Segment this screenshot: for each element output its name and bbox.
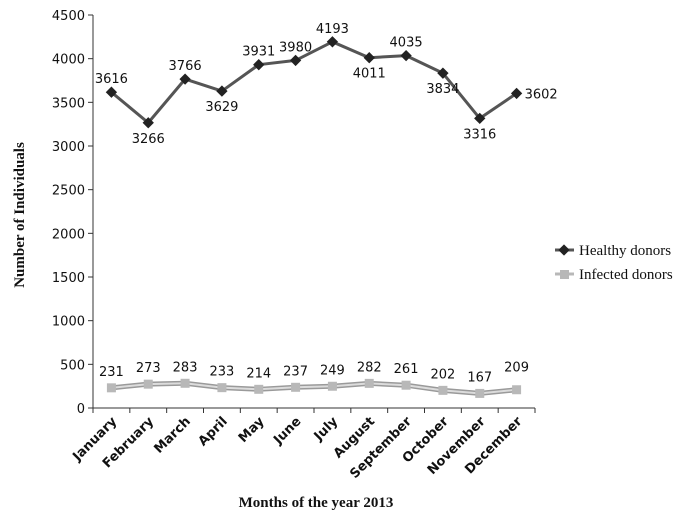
y-tick-label: 2500 — [52, 184, 85, 199]
series-line-infected-donors — [111, 382, 517, 395]
healthy-donors-data-label: 3316 — [463, 127, 496, 142]
y-axis: 0 500 1000 1500 2000 2500 3000 3500 4000 4500 — [52, 9, 94, 417]
legend-item-infected-donors: Infected donors — [555, 267, 673, 283]
infected-donors-point — [364, 378, 374, 388]
infected-donors-point — [512, 385, 522, 395]
y-tick-label: 2000 — [52, 227, 85, 242]
healthy-donors-point — [400, 49, 412, 62]
diamond-marker-icon — [558, 244, 570, 256]
healthy-donors-data-label: 4011 — [353, 67, 386, 82]
series-layer — [105, 36, 523, 398]
y-tick-label: 4000 — [52, 53, 85, 68]
healthy-donors-data-label: 3616 — [95, 72, 128, 87]
infected-donors-point — [475, 388, 485, 398]
healthy-donors-data-label: 3629 — [205, 100, 238, 115]
infected-donors-data-label: 231 — [99, 365, 124, 380]
infected-donors-data-label: 167 — [467, 370, 492, 385]
y-tick-label: 4500 — [52, 9, 85, 24]
infected-donors-point — [143, 379, 153, 389]
healthy-donors-point — [363, 52, 375, 64]
infected-donors-point — [106, 383, 116, 393]
infected-donors-point — [401, 380, 411, 390]
legend-label-healthy-donors: Healthy donors — [579, 243, 671, 259]
x-tick-label: May — [236, 414, 268, 446]
infected-donors-point — [180, 378, 190, 388]
infected-donors-data-label: 233 — [210, 365, 235, 380]
x-tick-label: July — [311, 414, 342, 445]
healthy-donors-data-label: 3931 — [242, 45, 275, 60]
infected-donors-data-label: 261 — [394, 362, 419, 377]
y-tick-label: 1500 — [52, 271, 85, 286]
healthy-donors-data-label: 3266 — [132, 132, 165, 147]
y-tick-label: 3000 — [52, 140, 85, 155]
infected-donors-data-label: 214 — [246, 366, 271, 381]
legend-label-infected-donors: Infected donors — [579, 267, 673, 283]
y-axis-title: Number of Individuals — [12, 142, 28, 288]
healthy-donors-point — [289, 54, 302, 67]
square-marker-icon — [560, 270, 569, 279]
healthy-donors-data-label: 3602 — [525, 87, 558, 102]
infected-donors-point — [438, 385, 448, 395]
y-tick-label: 500 — [60, 358, 85, 373]
data-labels-layer: 3616 3266 3766 3629 3931 3980 4193 4011 4035 3834… — [95, 22, 558, 386]
infected-donors-data-label: 282 — [357, 360, 382, 375]
infected-donors-data-label: 249 — [320, 363, 345, 378]
x-tick-label: April — [196, 414, 231, 449]
legend: Healthy donors Infected donors — [555, 243, 673, 283]
infected-donors-data-label: 273 — [136, 361, 161, 376]
healthy-donors-data-label: 4035 — [390, 36, 423, 51]
infected-donors-point — [217, 383, 227, 393]
x-axis-title: Months of the year 2013 — [239, 495, 394, 511]
infected-donors-data-label: 283 — [173, 360, 198, 375]
healthy-donors-data-label: 4193 — [316, 22, 349, 37]
x-tick-label: March — [151, 414, 193, 456]
legend-item-healthy-donors: Healthy donors — [555, 243, 671, 259]
infected-donors-data-label: 202 — [431, 367, 456, 382]
infected-donors-point — [254, 384, 264, 394]
y-tick-label: 1000 — [52, 315, 85, 330]
x-tick-label: June — [270, 414, 304, 448]
y-tick-label: 3500 — [52, 96, 85, 111]
series-line-healthy-donors — [110, 40, 518, 125]
y-tick-label: 0 — [77, 402, 85, 417]
healthy-donors-data-label: 3980 — [279, 40, 312, 55]
infected-donors-data-label: 237 — [283, 364, 308, 379]
infected-donors-data-label: 209 — [504, 361, 529, 376]
healthy-donors-point — [326, 36, 339, 48]
infected-donors-point — [327, 381, 337, 391]
healthy-donors-data-label: 3766 — [169, 59, 202, 74]
healthy-donors-data-label: 3834 — [426, 82, 459, 97]
infected-donors-point — [291, 382, 301, 392]
